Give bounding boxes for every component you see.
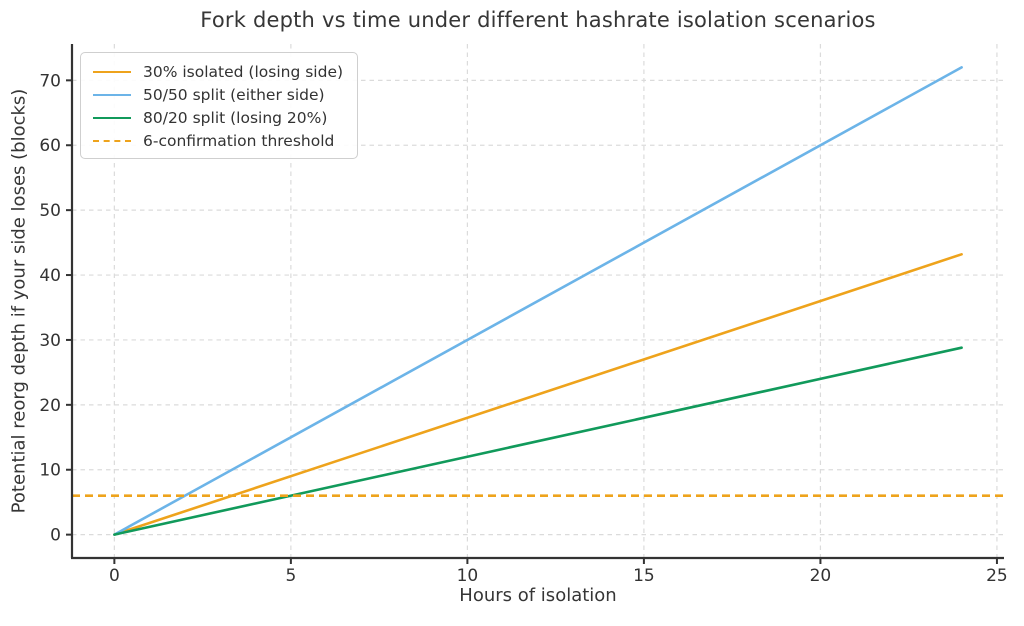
x-tick-label: 10 <box>457 566 479 586</box>
legend-item: 30% isolated (losing side) <box>93 60 343 83</box>
y-tick-label: 70 <box>39 71 61 91</box>
y-tick-label: 0 <box>50 526 61 546</box>
x-tick-label: 5 <box>285 566 296 586</box>
series-line <box>113 66 963 536</box>
y-tick-label: 10 <box>39 461 61 481</box>
legend-label: 80/20 split (losing 20%) <box>143 108 328 127</box>
y-tick-label: 30 <box>39 331 61 351</box>
legend-label: 30% isolated (losing side) <box>143 62 344 81</box>
x-tick-label: 25 <box>986 566 1008 586</box>
x-tick-label: 15 <box>633 566 655 586</box>
legend: 30% isolated (losing side) 50/50 split (… <box>80 52 359 159</box>
y-tick-label: 20 <box>39 396 61 416</box>
chart-title: Fork depth vs time under different hashr… <box>200 8 876 32</box>
legend-label: 50/50 split (either side) <box>143 85 325 104</box>
legend-item: 80/20 split (losing 20%) <box>93 106 343 129</box>
y-tick-label: 60 <box>39 136 61 156</box>
legend-label: 6-confirmation threshold <box>143 131 335 150</box>
legend-item: 50/50 split (either side) <box>93 83 343 106</box>
legend-line-sample-solid <box>93 116 131 119</box>
legend-line-sample-solid <box>93 93 131 96</box>
y-tick-label: 40 <box>39 266 61 286</box>
legend-item: 6-confirmation threshold <box>93 129 343 152</box>
x-axis-label: Hours of isolation <box>459 585 617 606</box>
legend-line-sample-solid <box>93 70 131 73</box>
x-tick-label: 20 <box>810 566 832 586</box>
series-line <box>113 346 963 536</box>
legend-line-sample-dashed <box>93 139 131 142</box>
series-line <box>113 253 963 536</box>
y-tick-label: 50 <box>39 201 61 221</box>
x-tick-label: 0 <box>109 566 120 586</box>
